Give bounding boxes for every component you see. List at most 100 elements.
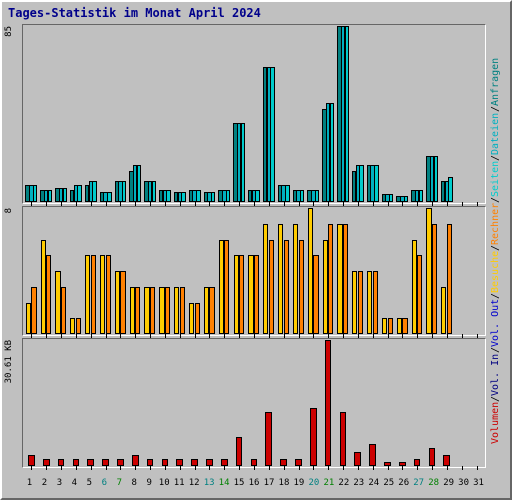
legend-item: Anfragen [487,58,504,106]
day-slot [232,340,247,466]
panel-top [22,24,486,204]
besuche-bar [100,255,105,334]
rechner-bar [165,287,170,334]
seiten-bar [315,190,319,202]
x-tick-label: 1 [22,478,37,492]
day-slot [143,208,158,334]
legend-separator: / [487,293,504,299]
besuche-bar [278,224,283,334]
rechner-bar [328,224,333,334]
day-slot [202,26,217,202]
volumen-bar [236,437,243,466]
day-slot [425,208,440,334]
day-slot [172,208,187,334]
day-slot [306,26,321,202]
x-tick-label: 8 [127,478,142,492]
day-slot [217,340,232,466]
chart-container: Tages-Statistik im Monat April 2024 85 8… [0,0,512,500]
day-slot [365,208,380,334]
day-slot [54,340,69,466]
day-slot [202,340,217,466]
day-slot [69,26,84,202]
volumen-bar [28,455,35,466]
legend-separator: / [487,396,504,402]
day-slot [83,26,98,202]
day-slot [306,340,321,466]
day-slot [261,26,276,202]
panel-mid [22,206,486,336]
x-tick-label: 30 [456,478,471,492]
seiten-bar [226,190,230,202]
rechner-bar [150,287,155,334]
volumen-bar [443,455,450,466]
day-slot [336,340,351,466]
day-slot [454,340,469,466]
day-slot [336,26,351,202]
seiten-bar [359,165,363,202]
x-tick-label: 9 [142,478,157,492]
seiten-bar [270,67,274,202]
ylabel-top: 85 [4,26,14,37]
day-slot [98,208,113,334]
seiten-bar [330,103,334,202]
x-axis: 1234567891011121314151617181920212223242… [22,478,486,492]
day-slot [83,208,98,334]
volumen-bar [87,459,94,466]
day-slot [69,208,84,334]
volumen-bar [280,459,287,466]
day-slot [217,26,232,202]
x-tick-label: 31 [471,478,486,492]
x-tick-label: 21 [321,478,336,492]
day-slot [439,26,454,202]
besuche-bar [426,208,431,334]
x-tick-label: 4 [67,478,82,492]
rechner-bar [313,255,318,334]
besuche-bar [174,287,179,334]
besuche-bar [293,224,298,334]
legend-separator: / [487,245,504,251]
x-tick-label: 14 [217,478,232,492]
day-slot [128,26,143,202]
volumen-bar [325,340,332,466]
day-slot [113,340,128,466]
x-tick-label: 11 [172,478,187,492]
day-slot [276,340,291,466]
volumen-bar [132,455,139,466]
day-slot [24,208,39,334]
besuche-bar [352,271,357,334]
x-tick-label: 2 [37,478,52,492]
legend-separator: / [487,155,504,161]
volumen-bar [147,459,154,466]
besuche-bar [85,255,90,334]
rechner-bar [209,287,214,334]
day-slot [172,26,187,202]
rechner-bar [224,240,229,335]
volumen-bar [58,459,65,466]
day-slot [469,208,484,334]
x-tick-label: 28 [426,478,441,492]
day-slot [54,208,69,334]
besuche-bar [337,224,342,334]
x-tick-label: 27 [411,478,426,492]
besuche-bar [397,318,402,334]
rechner-bar [432,224,437,334]
day-slot [98,26,113,202]
x-tick-label: 16 [247,478,262,492]
day-slot [380,26,395,202]
ylabel-bot: 30.61 KB [4,340,14,383]
seiten-bar [211,192,215,202]
x-tick-label: 3 [52,478,67,492]
volumen-bar [117,459,124,466]
x-tick-label: 23 [351,478,366,492]
day-slot [276,208,291,334]
rechner-bar [254,255,259,334]
seiten-bar [345,26,349,202]
day-slot [439,208,454,334]
volumen-bar [295,459,302,466]
x-tick-label: 25 [381,478,396,492]
x-tick-label: 20 [306,478,321,492]
day-slot [69,340,84,466]
rechner-bar [447,224,452,334]
rechner-bar [299,240,304,335]
day-slot [395,26,410,202]
